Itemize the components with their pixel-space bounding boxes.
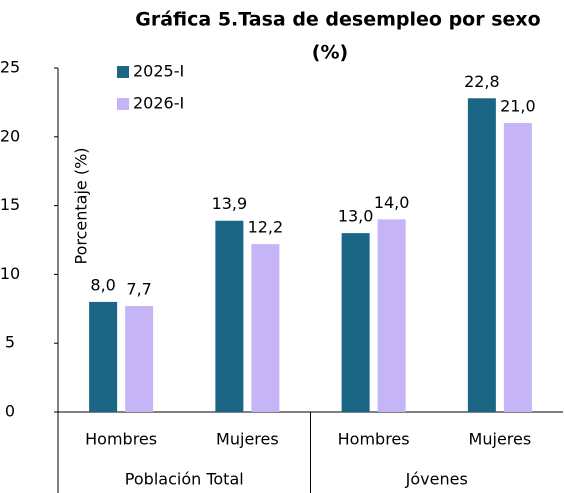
y-tick-label: 10 xyxy=(0,264,20,283)
data-label: 13,9 xyxy=(212,194,248,213)
bar xyxy=(467,98,496,412)
y-tick-label: 0 xyxy=(5,402,15,421)
data-label: 21,0 xyxy=(500,97,536,116)
legend-label: 2025-I xyxy=(133,62,184,81)
legend-swatch xyxy=(117,98,129,110)
chart-title: Gráfica 5.Tasa de desempleo por sexo xyxy=(135,9,540,31)
y-tick-label: 15 xyxy=(0,195,20,214)
y-tick-label: 5 xyxy=(5,333,15,352)
x-tick-label: Mujeres xyxy=(469,430,532,449)
x-tick-label: Hombres xyxy=(338,430,410,449)
y-tick-label: 20 xyxy=(0,126,20,145)
y-axis-label: Porcentaje (%) xyxy=(72,147,91,264)
bar xyxy=(341,233,370,412)
bar xyxy=(377,219,406,412)
x-tick-label: Hombres xyxy=(85,430,157,449)
data-label: 14,0 xyxy=(374,193,410,212)
y-tick-label: 25 xyxy=(0,58,20,77)
data-label: 12,2 xyxy=(248,218,284,237)
data-label: 13,0 xyxy=(338,207,374,226)
bar xyxy=(125,306,154,412)
data-label: 8,0 xyxy=(90,275,115,294)
group-label: Jóvenes xyxy=(405,470,468,489)
group-label: Población Total xyxy=(125,470,244,489)
legend-label: 2026-I xyxy=(133,94,184,113)
bar xyxy=(89,301,118,412)
bar xyxy=(251,244,280,412)
chart-title: (%) xyxy=(312,42,348,64)
legend-swatch xyxy=(117,66,129,78)
data-label: 22,8 xyxy=(464,72,500,91)
bar xyxy=(215,220,244,412)
data-label: 7,7 xyxy=(126,280,151,299)
x-tick-label: Mujeres xyxy=(216,430,279,449)
bar xyxy=(503,123,532,412)
